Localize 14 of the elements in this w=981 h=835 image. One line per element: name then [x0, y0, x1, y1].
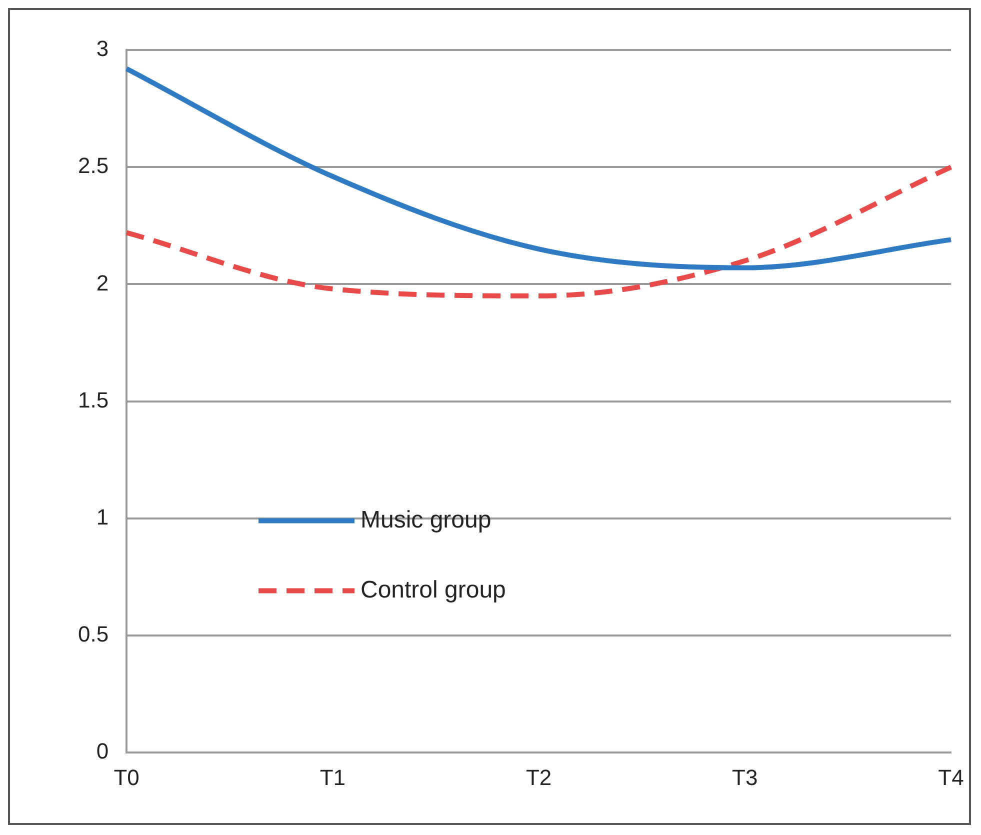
y-tick-label: 2.5 — [78, 153, 109, 178]
y-tick-label: 0 — [96, 738, 109, 764]
y-tick-label: 3 — [96, 36, 109, 62]
y-tick-label: 1 — [96, 504, 109, 530]
y-tick-label: 2 — [96, 270, 109, 296]
y-tick-label: 1.5 — [78, 387, 109, 412]
x-tick-label: T0 — [114, 764, 140, 790]
legend-label: Music group — [360, 506, 492, 534]
y-tick-label: 0.5 — [78, 622, 109, 647]
legend-label: Control group — [360, 576, 506, 604]
x-tick-label: T3 — [732, 764, 758, 790]
x-tick-label: T4 — [938, 764, 964, 790]
x-tick-label: T1 — [320, 764, 346, 790]
x-tick-label: T2 — [526, 764, 552, 790]
